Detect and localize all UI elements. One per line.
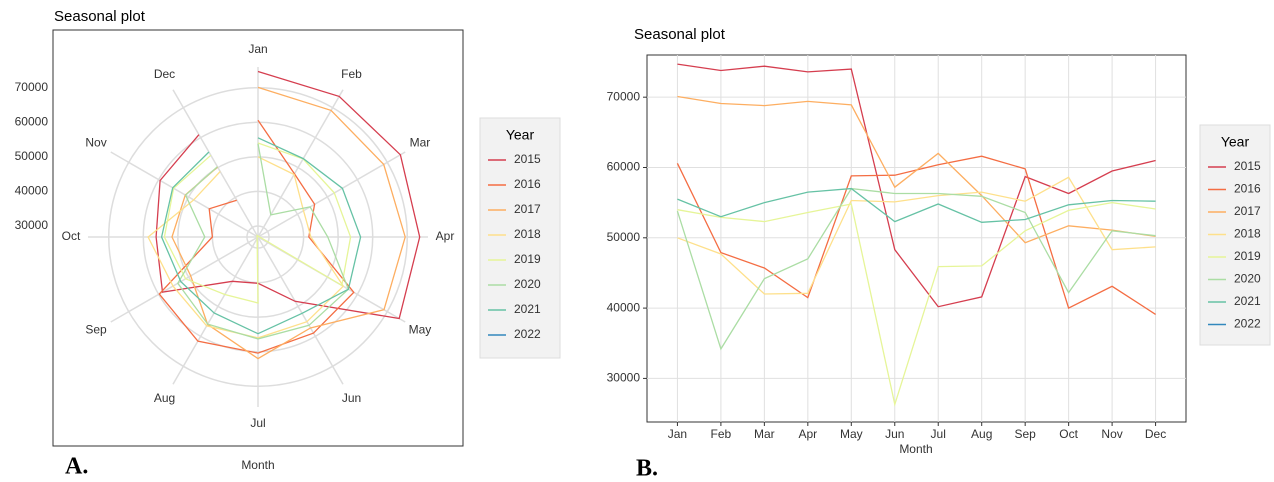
x-tick-label: Mar: [410, 136, 431, 150]
x-tick-label: Sep: [85, 323, 107, 337]
legend-label: 2017: [514, 202, 541, 216]
panel-border: [646, 54, 1187, 423]
x-tick-label: Oct: [1059, 427, 1078, 441]
legend-label: 2017: [1234, 204, 1261, 218]
x-tick-label: Dec: [154, 67, 175, 81]
legend-label: 2020: [1234, 272, 1261, 286]
x-tick-label: Apr: [798, 427, 817, 441]
legend-label: 2015: [514, 152, 541, 166]
y-tick-label: 30000: [15, 218, 49, 232]
x-tick-label: Aug: [971, 427, 992, 441]
x-tick-label: Feb: [341, 67, 362, 81]
x-tick-label: Nov: [1101, 427, 1122, 441]
x-tick-label: Aug: [154, 391, 175, 405]
panel-label: A.: [65, 454, 88, 480]
grid-spoke: [172, 236, 259, 385]
grid-spoke: [172, 89, 259, 238]
series-line: [147, 156, 345, 339]
x-tick-label: Jul: [250, 416, 265, 430]
legend-label: 2022: [514, 327, 541, 341]
y-tick-label: 70000: [15, 80, 49, 94]
grid-spoke: [110, 236, 259, 323]
y-tick-label: 60000: [15, 114, 49, 128]
x-tick-label: Jul: [931, 427, 946, 441]
legend-label: 2021: [514, 302, 541, 316]
grid-spoke: [257, 151, 406, 238]
legend-title: Year: [506, 127, 535, 143]
x-axis-label: Month: [241, 458, 274, 472]
x-tick-label: Jan: [248, 42, 267, 56]
legend-label: 2019: [514, 252, 541, 266]
y-tick-label: 30000: [607, 371, 641, 385]
legend-box: [479, 117, 561, 359]
series-line: [677, 95, 1156, 244]
chart-title: Seasonal plot: [634, 26, 726, 43]
x-tick-label: May: [840, 427, 863, 441]
x-tick-label: Sep: [1014, 427, 1036, 441]
legend-title: Year: [1221, 134, 1250, 150]
y-tick-label: 60000: [607, 160, 641, 174]
y-tick-label: 70000: [607, 89, 641, 103]
legend-label: 2018: [1234, 227, 1261, 241]
series-line: [171, 86, 406, 360]
grid-spoke: [257, 89, 344, 238]
x-tick-label: May: [409, 323, 432, 337]
series-line: [677, 176, 1156, 295]
legend-label: 2020: [514, 277, 541, 291]
legend-label: 2022: [1234, 317, 1261, 331]
series-line: [163, 142, 352, 304]
series-line: [677, 187, 1156, 223]
grid-spoke: [110, 151, 259, 238]
chart-title: Seasonal plot: [54, 8, 146, 25]
grid-spoke: [257, 236, 344, 385]
x-tick-label: Feb: [711, 427, 732, 441]
x-tick-label: Jun: [885, 427, 904, 441]
y-tick-label: 40000: [607, 300, 641, 314]
legend-label: 2016: [1234, 182, 1261, 196]
y-tick-label: 50000: [607, 230, 641, 244]
x-tick-label: Nov: [85, 136, 106, 150]
legend-label: 2016: [514, 177, 541, 191]
series-line: [155, 70, 421, 320]
legend-label: 2018: [514, 227, 541, 241]
x-tick-label: Jun: [342, 391, 361, 405]
legend-label: 2015: [1234, 159, 1261, 173]
legend-label: 2021: [1234, 294, 1261, 308]
series-line: [677, 201, 1156, 407]
panel-label: B.: [636, 456, 658, 482]
legend-label: 2019: [1234, 249, 1261, 263]
series-line: [676, 187, 1156, 351]
x-axis-label: Month: [899, 442, 932, 456]
x-tick-label: Oct: [62, 229, 81, 243]
x-tick-label: Mar: [754, 427, 775, 441]
x-tick-label: Apr: [436, 229, 455, 243]
x-tick-label: Dec: [1145, 427, 1166, 441]
x-tick-label: Jan: [668, 427, 687, 441]
y-tick-label: 40000: [15, 184, 49, 198]
series-line: [177, 143, 350, 340]
y-tick-label: 50000: [15, 149, 49, 163]
series-line: [160, 137, 362, 335]
